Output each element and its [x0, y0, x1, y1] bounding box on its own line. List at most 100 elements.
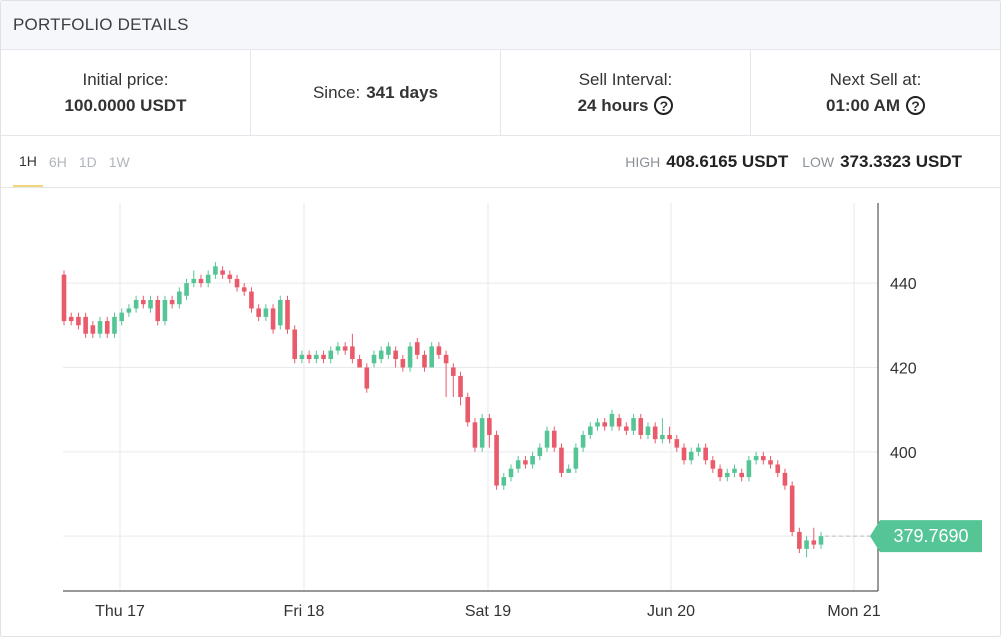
initial-price-value: 100.0000 USDT — [64, 95, 187, 115]
candle-body — [804, 540, 809, 549]
since-value: 341 days — [366, 82, 439, 102]
candle-body — [530, 456, 535, 465]
candle-body — [198, 278, 204, 284]
last-price-badge — [870, 520, 982, 553]
candle-body — [587, 426, 593, 435]
candle-body — [393, 350, 398, 360]
candle-body — [270, 308, 276, 330]
candle-body — [400, 359, 406, 368]
candle-body — [422, 354, 427, 368]
price-chart[interactable]: Thu 17 Fri 18 Sat 19 Jun 20 Mon 21 400 420 440 3… — [1, 188, 1000, 636]
help-icon[interactable]: ? — [654, 96, 674, 115]
candle-body — [407, 346, 413, 368]
candle-body — [429, 346, 434, 368]
stats-row: Initial price: 100.0000 USDT Since: 341 … — [1, 50, 1000, 136]
tab-1d[interactable]: 1D — [78, 153, 97, 170]
candle-body — [739, 472, 744, 478]
candle-body — [68, 316, 74, 322]
candle-body — [631, 418, 636, 431]
candle-body — [104, 321, 110, 334]
candle-body — [515, 460, 521, 469]
candle-body — [350, 346, 355, 360]
candle-body — [732, 468, 737, 473]
candle-body — [472, 422, 478, 448]
candle-body — [335, 346, 341, 351]
last-price-label: 379.7690 — [893, 526, 968, 546]
candle-body — [674, 439, 680, 448]
y-tick-label: 400 — [890, 445, 917, 462]
candle-body — [256, 308, 261, 317]
candle-body — [508, 468, 514, 478]
high-label: HIGH — [625, 153, 661, 170]
candle-body — [342, 346, 348, 351]
x-tick-label: Thu 17 — [95, 603, 145, 620]
candle-body — [660, 434, 665, 440]
candle-body — [746, 460, 752, 478]
candle-body — [191, 278, 197, 284]
candle-body — [205, 274, 211, 284]
candle-body — [624, 426, 629, 431]
candle-body — [753, 456, 759, 461]
candle-body — [566, 468, 571, 473]
candle-body — [667, 434, 672, 440]
candle-body — [479, 418, 485, 448]
candle-body — [414, 342, 420, 355]
candle-body — [451, 367, 456, 376]
panel-title: PORTFOLIO DETAILS — [13, 15, 189, 34]
panel-header: PORTFOLIO DETAILS — [1, 1, 1000, 50]
candle-body — [314, 354, 319, 360]
candle-body — [703, 447, 708, 461]
candle-body — [213, 266, 218, 275]
next-sell-stat: Next Sell at: 01:00 AM ? — [751, 50, 1000, 135]
candle-body — [169, 300, 175, 305]
candle-body — [299, 354, 305, 360]
candle-body — [696, 447, 701, 452]
chart-controls: 1H 6H 1D 1W HIGH 408.6165 USDT LOW 373.3… — [1, 136, 1000, 188]
next-sell-value: 01:00 AM — [825, 95, 900, 115]
candle-body — [573, 447, 579, 469]
candle-body — [559, 447, 564, 473]
high-low-readout: HIGH 408.6165 USDT LOW 373.3323 USDT — [625, 136, 962, 187]
candle-body — [177, 291, 182, 305]
candle-body — [789, 485, 795, 532]
candle-body — [797, 531, 802, 549]
tab-1h[interactable]: 1H — [13, 136, 43, 187]
candle-body — [782, 472, 788, 486]
candle-body — [306, 354, 312, 360]
next-sell-label: Next Sell at: — [829, 69, 922, 89]
candle-body — [523, 460, 528, 465]
sell-interval-label: Sell Interval: — [578, 69, 673, 89]
candle-body — [112, 316, 117, 334]
candle-body — [717, 468, 723, 478]
since-label: Since: — [312, 82, 361, 102]
candle-body — [234, 278, 240, 288]
tab-1w[interactable]: 1W — [108, 153, 130, 170]
candle-body — [443, 354, 449, 364]
candle-body — [386, 346, 391, 355]
tab-6h[interactable]: 6H — [48, 153, 67, 170]
timeframe-tabs: 1H 6H 1D 1W — [13, 136, 136, 187]
since-stat: Since: 341 days — [251, 50, 501, 135]
low-label: LOW — [802, 153, 835, 170]
candle-body — [465, 397, 471, 423]
candle-body — [595, 422, 600, 427]
candle-body — [133, 300, 139, 309]
candle-body — [249, 291, 254, 309]
x-tick-label: Mon 21 — [827, 603, 880, 620]
candle-body — [544, 430, 550, 448]
candle-body — [126, 308, 132, 313]
candle-body — [487, 418, 492, 435]
candle-body — [162, 300, 168, 322]
candle-body — [97, 321, 103, 334]
candle-body — [241, 287, 247, 292]
candle-body — [602, 422, 608, 427]
help-icon[interactable]: ? — [906, 96, 925, 115]
low-value: 373.3323 USDT — [840, 151, 962, 171]
candle-body — [436, 346, 442, 355]
y-tick-label: 440 — [890, 276, 917, 293]
candle-body — [184, 283, 189, 296]
candle-body — [768, 460, 773, 465]
candle-body — [76, 316, 81, 326]
candle-body — [90, 325, 96, 334]
